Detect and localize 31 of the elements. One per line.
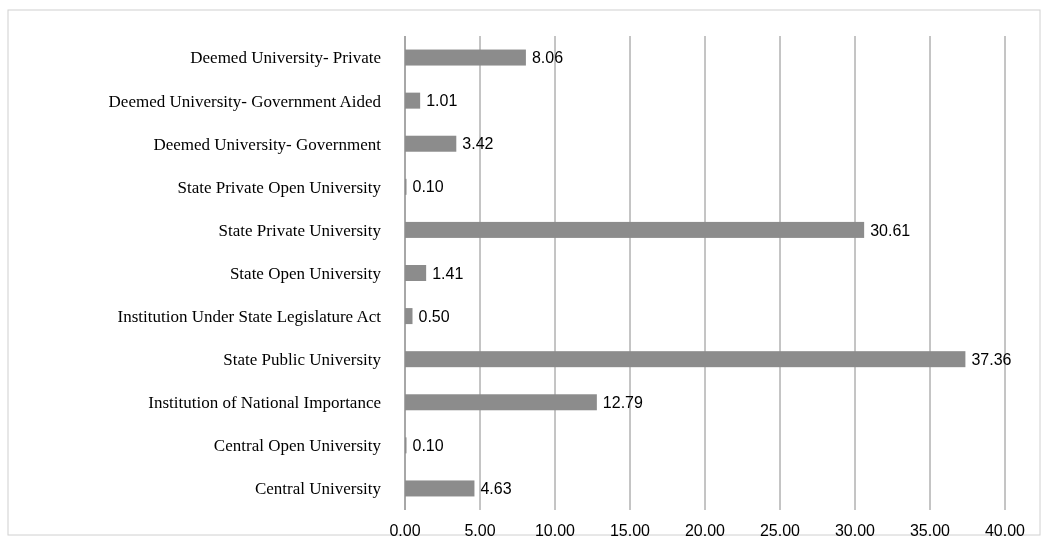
x-tick-label: 40.00 (984, 521, 1026, 539)
data-label: 30.61 (870, 221, 911, 239)
data-label: 0.50 (418, 307, 450, 325)
data-label: 3.42 (462, 135, 494, 153)
data-label: 1.41 (432, 264, 464, 282)
data-label: 0.10 (412, 178, 444, 196)
y-tick-label: State Private Open University (177, 177, 382, 197)
y-tick-label: Institution Under State Legislature Act (117, 307, 382, 327)
x-tick-label: 35.00 (909, 521, 951, 539)
x-tick-label: 0.00 (389, 521, 421, 539)
y-tick-label: State Public University (223, 350, 382, 370)
y-tick-label: State Private University (218, 220, 382, 240)
y-tick-label: Deemed University- Government Aided (108, 91, 382, 111)
x-tick-label: 10.00 (534, 521, 576, 539)
data-label: 37.36 (971, 350, 1012, 368)
y-tick-label: Institution of National Importance (148, 393, 381, 413)
x-tick-label: 20.00 (684, 521, 726, 539)
y-tick-label: State Open University (229, 263, 382, 283)
data-label: 1.01 (426, 92, 458, 110)
x-tick-label: 25.00 (759, 521, 801, 539)
y-tick-label: Deemed University- Government (153, 134, 382, 154)
x-tick-label: 5.00 (464, 521, 496, 539)
data-label: 4.63 (480, 480, 512, 498)
data-label: 12.79 (602, 393, 643, 411)
x-tick-label: 30.00 (834, 521, 876, 539)
data-label: 0.10 (412, 436, 444, 454)
y-tick-label: Deemed University- Private (190, 48, 381, 68)
y-tick-label: Central Open University (213, 436, 382, 456)
x-tick-label: 15.00 (609, 521, 651, 539)
data-label: 8.06 (531, 49, 564, 67)
y-tick-label: Central University (254, 479, 382, 499)
